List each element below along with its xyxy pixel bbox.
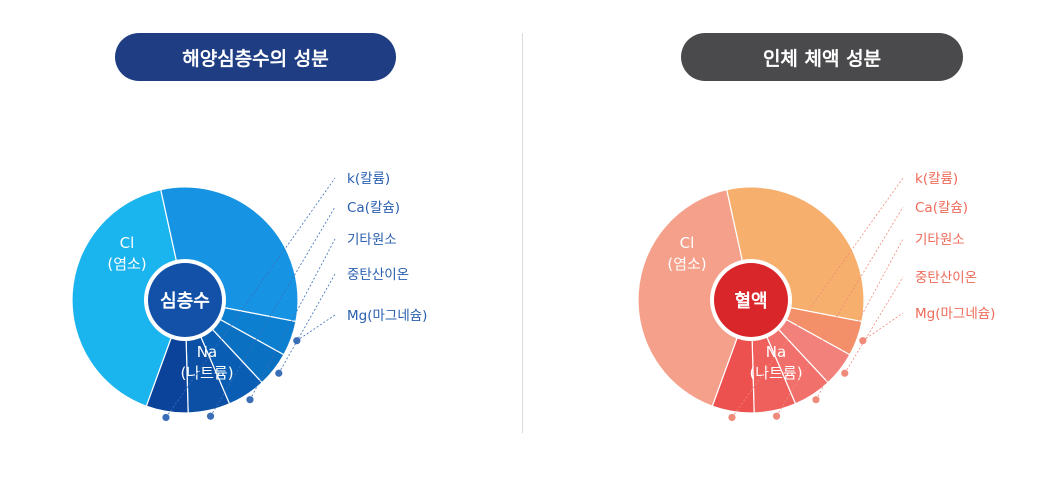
slice-label-기타원소: 기타원소 [915, 232, 965, 248]
slice-label-cl: Cl (염소) [107, 234, 146, 273]
leader-dot [206, 412, 215, 420]
slice-label-기타원소: 기타원소 [347, 232, 397, 248]
leader-line-k [731, 177, 904, 418]
leader-line-ca [210, 206, 336, 417]
slice-label-name: Na [197, 343, 217, 361]
seawater-title-pill: 해양심층수의 성분 [115, 33, 396, 81]
slice-label-sub: (염소) [107, 255, 146, 273]
center-label: 혈액 [734, 290, 767, 312]
slice-label-k: k(칼륨) [915, 171, 958, 187]
leader-line-k [165, 177, 336, 418]
leader-dot [859, 337, 867, 345]
body-fluid-title-pill: 인체 체액 성분 [681, 33, 963, 81]
leader-line-중탄산이온 [278, 273, 336, 374]
leader-line-mg [296, 314, 336, 342]
leader-line-중탄산이온 [844, 276, 904, 374]
slice-label-sub: (염소) [667, 255, 706, 273]
leader-dot [275, 369, 283, 377]
leader-line-mg [862, 312, 904, 342]
slice-label-중탄산이온: 중탄산이온 [347, 267, 409, 283]
slice-label-name: Cl [680, 234, 695, 252]
leader-dot [841, 369, 849, 377]
slice-label-ca: Ca(칼슘) [915, 200, 968, 216]
slice-label-mg: Mg(마그네슘) [915, 306, 995, 322]
seawater-title: 해양심층수의 성분 [182, 47, 329, 70]
slice-label-ca: Ca(칼슘) [347, 200, 400, 216]
center-label: 심층수 [160, 291, 210, 312]
center-divider [522, 33, 523, 433]
body-fluid-title: 인체 체액 성분 [762, 47, 882, 70]
slice-label-name: Na [766, 343, 786, 361]
leader-dot [162, 413, 170, 422]
leader-dot [246, 396, 254, 404]
slice-label-mg: Mg(마그네슘) [347, 308, 427, 324]
slice-label-sub: (나트륨) [180, 364, 233, 382]
center-disc [148, 263, 222, 337]
center-disc [714, 263, 788, 337]
leader-dot [772, 412, 781, 420]
pie-slice-cl [71, 189, 186, 407]
slice-label-cl: Cl (염소) [667, 234, 706, 273]
leader-line-ca [776, 206, 904, 417]
pie-slice-cl [637, 189, 752, 407]
leader-dot [728, 413, 736, 422]
slice-label-중탄산이온: 중탄산이온 [915, 270, 977, 286]
leader-dot [293, 337, 301, 345]
slice-label-sub: (나트륨) [749, 364, 802, 382]
slice-label-k: k(칼륨) [347, 171, 390, 187]
leader-line-기타원소 [815, 238, 904, 400]
slice-label-name: Cl [120, 234, 135, 252]
slice-label-na: Na (나트륨) [749, 343, 802, 382]
leader-dot [812, 396, 820, 404]
